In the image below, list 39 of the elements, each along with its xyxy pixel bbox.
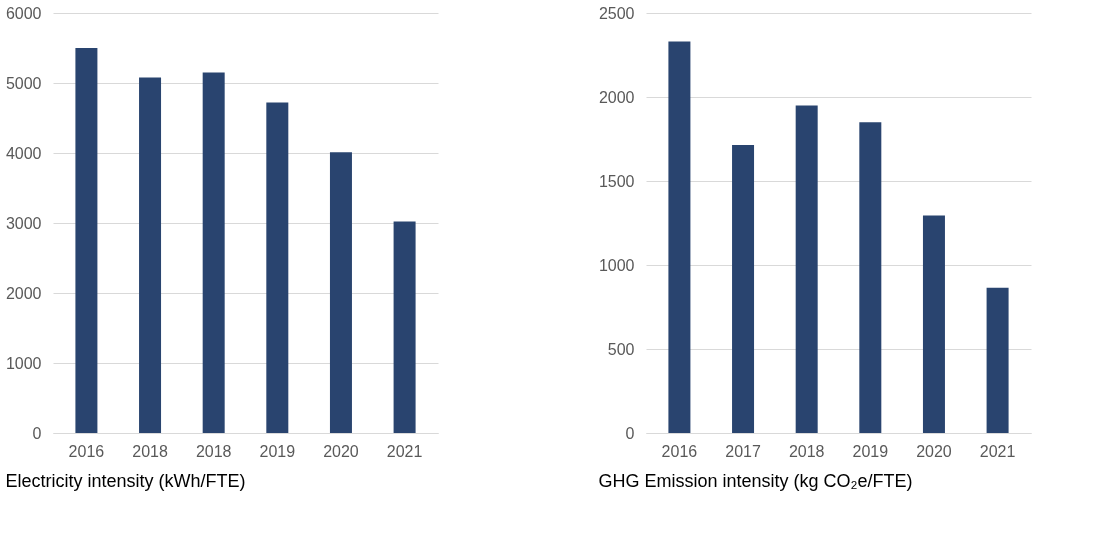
bar [75,48,98,433]
bar [393,221,416,433]
bar [139,77,162,433]
x-tick-label: 2019 [852,442,889,460]
x-tick-label: 2019 [259,442,296,460]
bar [922,215,945,433]
y-tick-label: 1500 [598,172,635,190]
bar [668,41,691,433]
bar [859,122,882,433]
bar [795,105,818,433]
y-tick-label: 5000 [5,74,42,92]
bar [266,102,289,433]
bar [329,152,352,433]
y-tick-label: 6000 [5,4,42,22]
text: GHG Emission intensity (kg CO₂e/FTE) [598,471,913,491]
x-tick-label: 2021 [386,442,423,460]
bar [202,72,225,433]
y-tick-label: 500 [607,340,635,358]
y-tick-label: 2000 [5,284,42,302]
y-tick-label: 1000 [598,256,635,274]
bar [732,144,755,433]
x-tick-label: 2018 [788,442,825,460]
y-tick-label: 2000 [598,88,635,106]
x-tick-label: 2017 [725,442,761,460]
text: Electricity intensity (kWh/FTE) [5,471,246,491]
x-tick-label: 2016 [661,442,698,460]
x-tick-label: 2021 [979,442,1016,460]
x-tick-label: 2020 [916,442,952,460]
x-tick-label: 2020 [323,442,359,460]
y-tick-label: 4000 [5,144,42,162]
bar [986,287,1009,433]
x-tick-label: 2016 [68,442,105,460]
x-tick-label: 2018 [132,442,168,460]
y-tick-label: 3000 [5,214,42,232]
x-tick-label: 2018 [195,442,232,460]
y-tick-label: 0 [32,424,42,442]
y-tick-label: 1000 [5,354,42,372]
y-tick-label: 2500 [598,4,635,22]
y-tick-label: 0 [625,424,635,442]
